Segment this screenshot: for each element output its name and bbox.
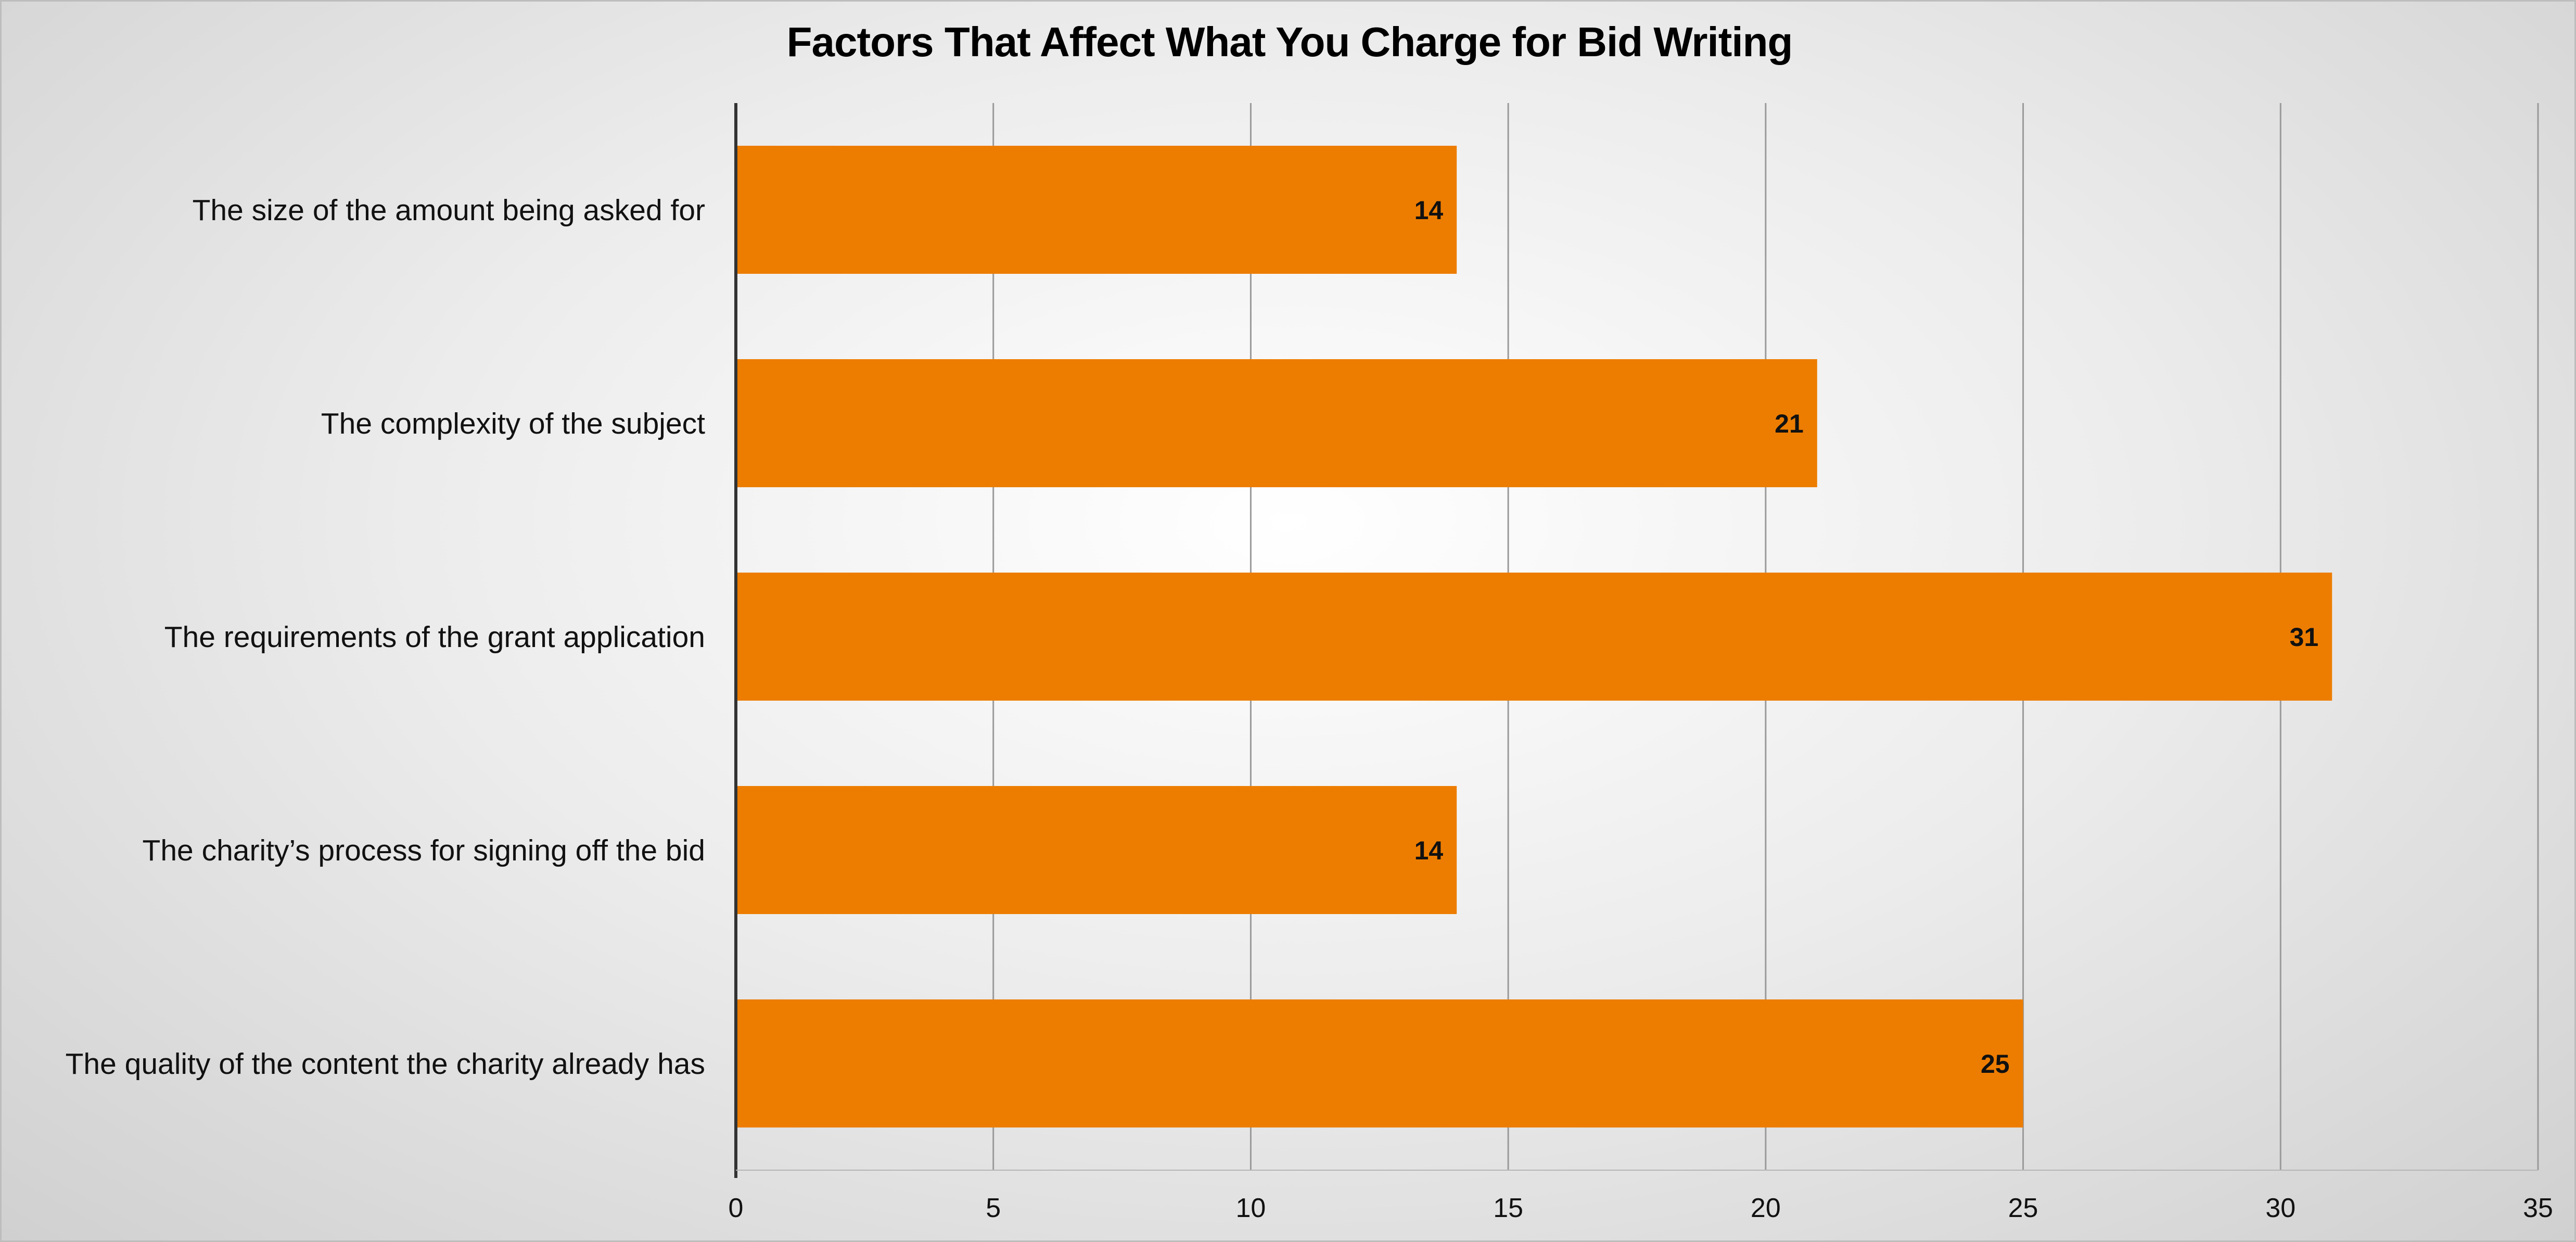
x-tick-label: 35	[2523, 1193, 2553, 1223]
bar	[736, 359, 1817, 487]
data-label: 25	[1981, 1049, 2010, 1079]
data-label: 14	[1414, 836, 1444, 865]
x-tick-label: 20	[1751, 1193, 1781, 1223]
bar	[736, 786, 1457, 914]
x-tick-label: 0	[729, 1193, 744, 1223]
x-tick-label: 15	[1493, 1193, 1523, 1223]
category-label: The size of the amount being asked for	[193, 194, 705, 227]
category-label: The complexity of the subject	[321, 407, 705, 440]
x-tick-label: 25	[2008, 1193, 2038, 1223]
category-label: The requirements of the grant applicatio…	[164, 620, 705, 654]
category-label: The charity’s process for signing off th…	[143, 834, 705, 867]
category-label: The quality of the content the charity a…	[66, 1047, 705, 1081]
bar	[736, 999, 2023, 1127]
x-tick-label: 30	[2265, 1193, 2296, 1223]
bar	[736, 146, 1457, 274]
data-label: 21	[1775, 409, 1804, 438]
axes	[734, 103, 2538, 1178]
x-tick-label: 5	[986, 1193, 1001, 1223]
chart-title: Factors That Affect What You Charge for …	[786, 19, 1793, 65]
data-label: 14	[1414, 196, 1444, 225]
bar	[736, 573, 2332, 701]
x-tick-label: 10	[1236, 1193, 1266, 1223]
labels: 0 5 10 15 20 25 30 35 The size of the amount bei…	[66, 194, 2553, 1223]
data-label: 31	[2290, 623, 2319, 652]
bars	[736, 146, 2332, 1127]
